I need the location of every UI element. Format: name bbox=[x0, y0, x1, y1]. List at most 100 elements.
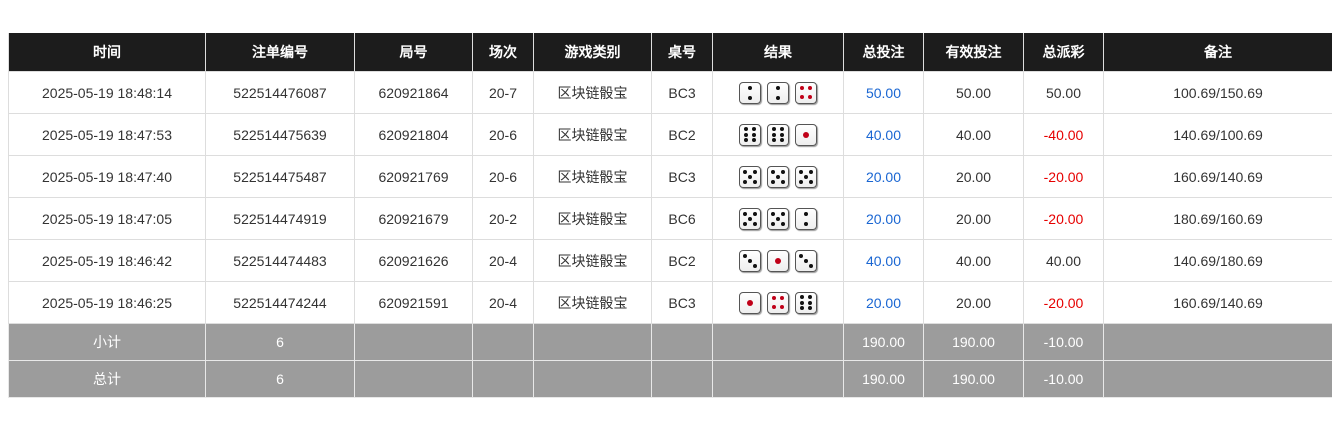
column-header: 有效投注 bbox=[923, 33, 1024, 72]
summary-payout: -10.00 bbox=[1023, 323, 1104, 361]
payout-cell: -40.00 bbox=[1023, 113, 1104, 156]
bet-id-cell: 522514474244 bbox=[205, 281, 355, 324]
game-type-cell: 区块链骰宝 bbox=[533, 239, 652, 282]
round-cell: 620921591 bbox=[354, 281, 473, 324]
dice-5-icon bbox=[767, 165, 789, 188]
dice-5-icon bbox=[767, 207, 789, 230]
column-header: 总投注 bbox=[843, 33, 924, 72]
dice-5-icon bbox=[739, 207, 761, 230]
summary-label: 总计 bbox=[8, 360, 206, 398]
dice-4-icon bbox=[767, 291, 789, 314]
payout-cell: 50.00 bbox=[1023, 71, 1104, 114]
summary-total-bet: 190.00 bbox=[843, 323, 924, 361]
table-number-cell: BC2 bbox=[651, 239, 713, 282]
column-header: 桌号 bbox=[651, 33, 713, 72]
game-type-cell: 区块链骰宝 bbox=[533, 155, 652, 198]
empty-cell bbox=[533, 360, 652, 398]
total-bet-cell: 20.00 bbox=[843, 281, 924, 324]
summary-valid-bet: 190.00 bbox=[923, 360, 1024, 398]
empty-cell bbox=[712, 360, 844, 398]
note-cell: 140.69/180.69 bbox=[1103, 239, 1332, 282]
total-bet-cell: 20.00 bbox=[843, 155, 924, 198]
total-bet-cell: 40.00 bbox=[843, 113, 924, 156]
empty-cell bbox=[651, 360, 713, 398]
session-cell: 20-6 bbox=[472, 113, 534, 156]
time-cell: 2025-05-19 18:47:40 bbox=[8, 155, 206, 198]
dice-4-icon bbox=[795, 81, 817, 104]
dice-2-icon bbox=[739, 81, 761, 104]
payout-cell: -20.00 bbox=[1023, 197, 1104, 240]
table-number-cell: BC3 bbox=[651, 281, 713, 324]
session-cell: 20-7 bbox=[472, 71, 534, 114]
valid-bet-cell: 20.00 bbox=[923, 155, 1024, 198]
time-cell: 2025-05-19 18:46:42 bbox=[8, 239, 206, 282]
dice-5-icon bbox=[795, 165, 817, 188]
time-cell: 2025-05-19 18:47:05 bbox=[8, 197, 206, 240]
table-number-cell: BC6 bbox=[651, 197, 713, 240]
dice-6-icon bbox=[767, 123, 789, 146]
dice-3-icon bbox=[739, 249, 761, 272]
dice-1-icon bbox=[739, 291, 761, 314]
valid-bet-cell: 40.00 bbox=[923, 239, 1024, 282]
table-row: 2025-05-19 18:46:25 522514474244 620921591… bbox=[8, 281, 1332, 324]
dice-2-icon bbox=[795, 207, 817, 230]
dice-2-icon bbox=[767, 81, 789, 104]
total-bet-cell: 50.00 bbox=[843, 71, 924, 114]
dice-1-icon bbox=[795, 123, 817, 146]
bet-records-table: 时间 注单编号 局号 场次 游戏类别 桌号 结果 总投注 有效投注 总派彩 备注 2025-05-1… bbox=[8, 33, 1332, 398]
note-cell: 180.69/160.69 bbox=[1103, 197, 1332, 240]
result-cell bbox=[712, 155, 844, 198]
valid-bet-cell: 20.00 bbox=[923, 281, 1024, 324]
table-row: 2025-05-19 18:47:53 522514475639 620921804… bbox=[8, 113, 1332, 156]
session-cell: 20-4 bbox=[472, 239, 534, 282]
subtotal-row: 小计 6 190.00 190.00 -10.00 bbox=[8, 323, 1332, 361]
empty-cell bbox=[1103, 360, 1332, 398]
bet-id-cell: 522514475639 bbox=[205, 113, 355, 156]
bet-id-cell: 522514474919 bbox=[205, 197, 355, 240]
session-cell: 20-6 bbox=[472, 155, 534, 198]
result-cell bbox=[712, 281, 844, 324]
column-header: 局号 bbox=[354, 33, 473, 72]
column-header: 备注 bbox=[1103, 33, 1332, 72]
table-number-cell: BC2 bbox=[651, 113, 713, 156]
note-cell: 100.69/150.69 bbox=[1103, 71, 1332, 114]
note-cell: 160.69/140.69 bbox=[1103, 281, 1332, 324]
total-bet-cell: 20.00 bbox=[843, 197, 924, 240]
summary-count: 6 bbox=[205, 323, 355, 361]
table-number-cell: BC3 bbox=[651, 71, 713, 114]
session-cell: 20-4 bbox=[472, 281, 534, 324]
empty-cell bbox=[472, 323, 534, 361]
column-header: 注单编号 bbox=[205, 33, 355, 72]
summary-total-bet: 190.00 bbox=[843, 360, 924, 398]
bet-id-cell: 522514474483 bbox=[205, 239, 355, 282]
time-cell: 2025-05-19 18:48:14 bbox=[8, 71, 206, 114]
game-type-cell: 区块链骰宝 bbox=[533, 113, 652, 156]
empty-cell bbox=[354, 360, 473, 398]
round-cell: 620921804 bbox=[354, 113, 473, 156]
total-bet-cell: 40.00 bbox=[843, 239, 924, 282]
result-cell bbox=[712, 197, 844, 240]
dice-3-icon bbox=[795, 249, 817, 272]
column-header: 总派彩 bbox=[1023, 33, 1104, 72]
empty-cell bbox=[472, 360, 534, 398]
round-cell: 620921626 bbox=[354, 239, 473, 282]
round-cell: 620921679 bbox=[354, 197, 473, 240]
game-type-cell: 区块链骰宝 bbox=[533, 197, 652, 240]
grand-total-row: 总计 6 190.00 190.00 -10.00 bbox=[8, 360, 1332, 398]
table-row: 2025-05-19 18:47:40 522514475487 620921769… bbox=[8, 155, 1332, 198]
dice-6-icon bbox=[739, 123, 761, 146]
result-cell bbox=[712, 71, 844, 114]
bet-id-cell: 522514475487 bbox=[205, 155, 355, 198]
time-cell: 2025-05-19 18:47:53 bbox=[8, 113, 206, 156]
table-number-cell: BC3 bbox=[651, 155, 713, 198]
column-header: 场次 bbox=[472, 33, 534, 72]
result-cell bbox=[712, 113, 844, 156]
game-type-cell: 区块链骰宝 bbox=[533, 71, 652, 114]
note-cell: 140.69/100.69 bbox=[1103, 113, 1332, 156]
note-cell: 160.69/140.69 bbox=[1103, 155, 1332, 198]
summary-valid-bet: 190.00 bbox=[923, 323, 1024, 361]
empty-cell bbox=[1103, 323, 1332, 361]
table-header: 时间 注单编号 局号 场次 游戏类别 桌号 结果 总投注 有效投注 总派彩 备注 bbox=[8, 33, 1332, 72]
payout-cell: -20.00 bbox=[1023, 155, 1104, 198]
table-row: 2025-05-19 18:47:05 522514474919 620921679… bbox=[8, 197, 1332, 240]
